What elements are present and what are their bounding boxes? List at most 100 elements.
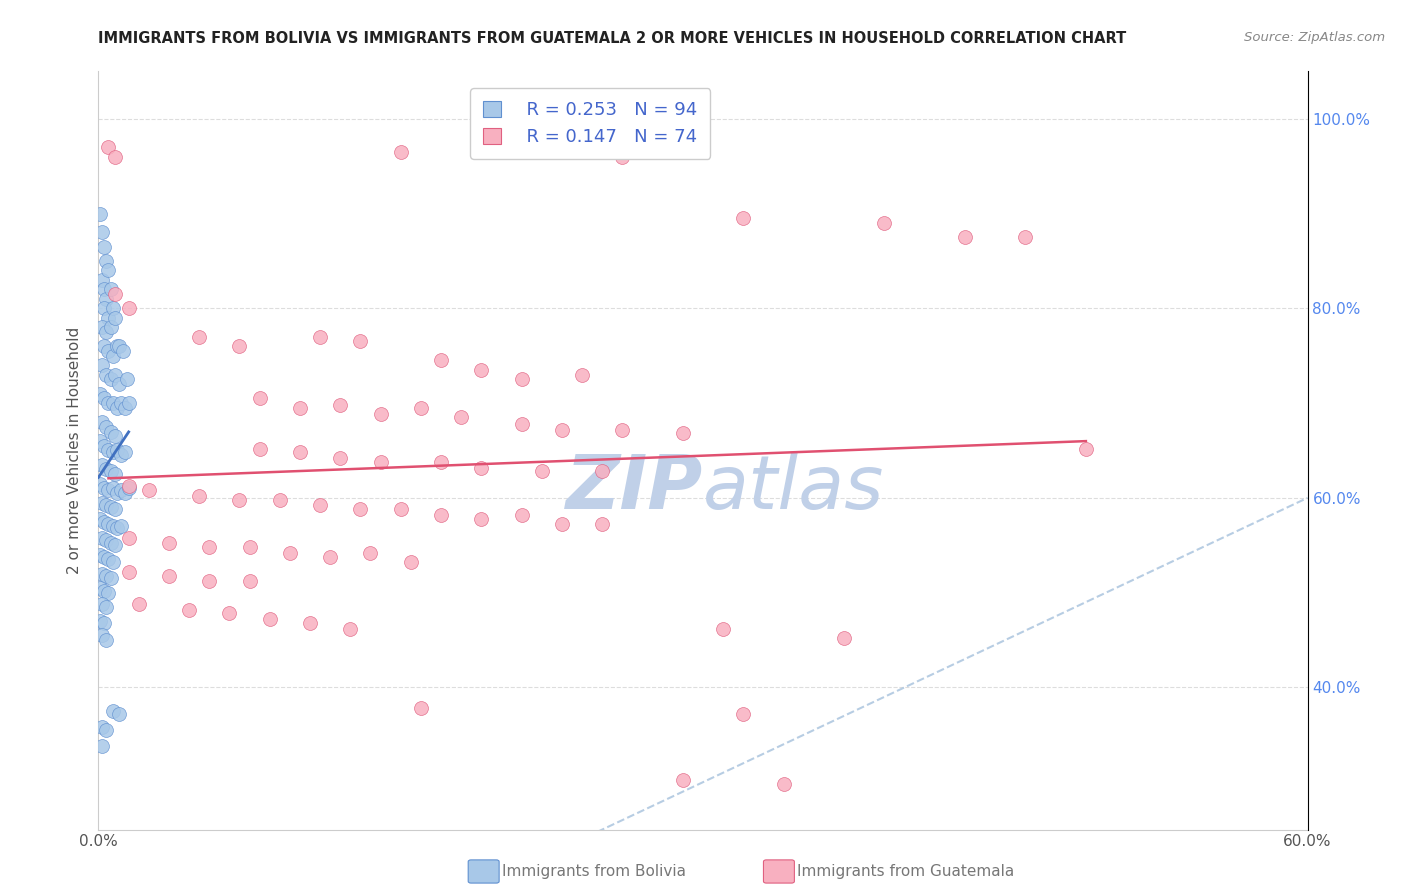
Point bbox=[114, 445, 136, 459]
Point bbox=[89, 206, 111, 220]
Point bbox=[228, 492, 250, 507]
Point bbox=[96, 533, 118, 548]
Point bbox=[93, 615, 115, 630]
Text: atlas: atlas bbox=[703, 452, 884, 524]
Point bbox=[551, 517, 574, 532]
Point bbox=[430, 508, 453, 522]
Text: ZIP: ZIP bbox=[565, 452, 703, 524]
Point bbox=[349, 502, 371, 516]
Point bbox=[100, 372, 122, 386]
Point bbox=[510, 372, 533, 386]
Point bbox=[91, 320, 114, 334]
Point bbox=[470, 512, 492, 526]
Point bbox=[96, 325, 118, 339]
Point bbox=[96, 419, 118, 434]
Point bbox=[91, 597, 114, 611]
Point bbox=[110, 483, 132, 498]
Point bbox=[832, 631, 855, 645]
Point bbox=[370, 408, 392, 422]
Point bbox=[89, 434, 111, 448]
Point bbox=[470, 363, 492, 377]
Point bbox=[733, 211, 755, 226]
Point bbox=[370, 455, 392, 469]
Point bbox=[138, 483, 160, 498]
Point bbox=[329, 398, 352, 412]
Point bbox=[97, 396, 120, 410]
Point bbox=[299, 615, 322, 630]
Point bbox=[329, 451, 352, 466]
Point bbox=[93, 282, 115, 296]
Point bbox=[128, 597, 150, 611]
Point bbox=[733, 706, 755, 721]
Point bbox=[239, 540, 262, 554]
Point bbox=[188, 489, 211, 503]
Point bbox=[93, 583, 115, 598]
Point bbox=[157, 536, 180, 550]
Point bbox=[105, 339, 128, 353]
Point bbox=[873, 216, 896, 230]
Point bbox=[530, 464, 553, 478]
Point bbox=[91, 226, 114, 240]
Point bbox=[399, 555, 422, 569]
Point bbox=[101, 555, 124, 569]
Point bbox=[97, 263, 120, 277]
Point bbox=[101, 519, 124, 533]
Point bbox=[103, 310, 125, 325]
Point bbox=[389, 502, 412, 516]
Point bbox=[591, 464, 613, 478]
Point bbox=[91, 273, 114, 287]
Point bbox=[105, 443, 128, 458]
Point bbox=[96, 368, 118, 382]
Point bbox=[100, 500, 122, 515]
Point bbox=[96, 292, 118, 306]
Point bbox=[91, 628, 114, 642]
Point bbox=[309, 330, 332, 344]
Point bbox=[101, 301, 124, 316]
Point bbox=[309, 499, 332, 513]
Point bbox=[100, 425, 122, 439]
Point bbox=[91, 358, 114, 372]
Point bbox=[319, 549, 342, 564]
Point bbox=[269, 492, 291, 507]
Point bbox=[103, 467, 125, 482]
Point bbox=[1014, 230, 1036, 244]
Point bbox=[93, 240, 115, 254]
Point bbox=[89, 386, 111, 401]
Point bbox=[288, 401, 311, 415]
Point bbox=[114, 401, 136, 415]
Point bbox=[97, 585, 120, 599]
Point bbox=[101, 445, 124, 459]
Point bbox=[89, 548, 111, 562]
Point bbox=[96, 462, 118, 476]
Point bbox=[100, 464, 122, 478]
Point bbox=[430, 353, 453, 368]
Point bbox=[389, 145, 412, 159]
Point bbox=[111, 343, 134, 358]
Point bbox=[711, 622, 734, 636]
Point bbox=[97, 443, 120, 458]
Point bbox=[101, 349, 124, 363]
Point bbox=[103, 368, 125, 382]
Point bbox=[110, 519, 132, 533]
Text: Source: ZipAtlas.com: Source: ZipAtlas.com bbox=[1244, 31, 1385, 45]
Point bbox=[198, 540, 221, 554]
Point bbox=[96, 568, 118, 582]
Point bbox=[110, 396, 132, 410]
Point bbox=[409, 701, 432, 715]
Point bbox=[118, 531, 141, 545]
Legend:   R = 0.253   N = 94,   R = 0.147   N = 74: R = 0.253 N = 94, R = 0.147 N = 74 bbox=[470, 88, 710, 159]
Point bbox=[249, 392, 271, 406]
Point bbox=[612, 150, 634, 164]
Point bbox=[259, 612, 281, 626]
Point bbox=[571, 368, 593, 382]
Point bbox=[91, 739, 114, 753]
Point bbox=[91, 495, 114, 509]
Point bbox=[228, 339, 250, 353]
Point bbox=[91, 415, 114, 429]
Point bbox=[1074, 442, 1097, 456]
Point bbox=[103, 429, 125, 443]
Point bbox=[105, 486, 128, 500]
Point bbox=[93, 439, 115, 453]
Point bbox=[97, 552, 120, 566]
Point bbox=[249, 442, 271, 456]
